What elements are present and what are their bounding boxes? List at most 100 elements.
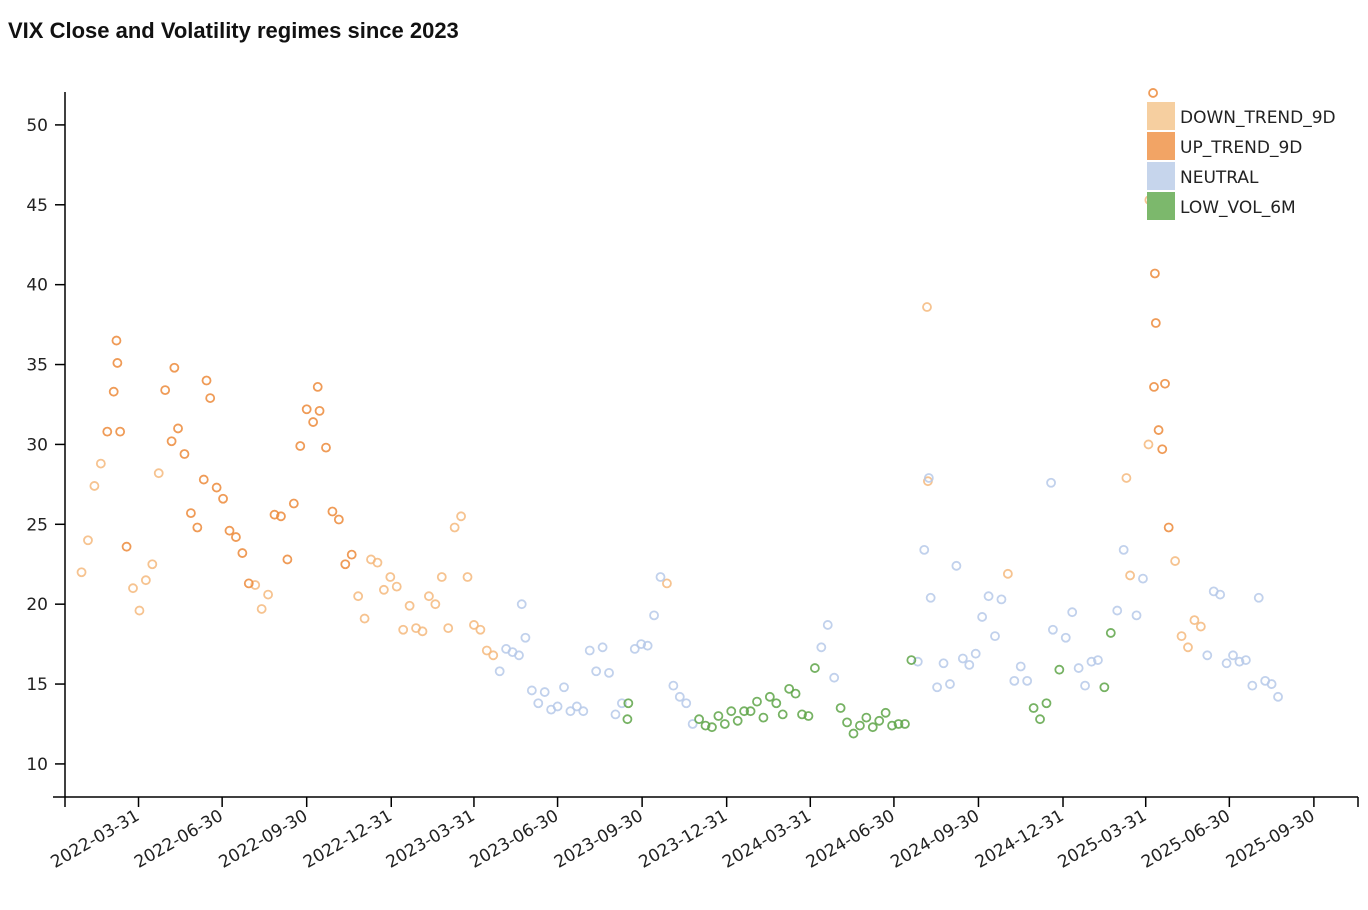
legend-label: LOW_VOL_6M [1180, 198, 1296, 218]
point-down-trend-9d [83, 535, 93, 546]
point-low-vol-6m [1105, 628, 1116, 638]
x-tick-label: 2023-09-30 [551, 806, 647, 873]
point-up-trend-9d [295, 441, 306, 451]
point-low-vol-6m [809, 663, 820, 673]
point-low-vol-6m [732, 715, 743, 726]
point-up-trend-9d [308, 417, 319, 427]
point-up-trend-9d [173, 423, 183, 434]
point-neutral [565, 706, 576, 717]
point-neutral [1009, 675, 1020, 686]
point-down-trend-9d [95, 458, 106, 469]
point-low-vol-6m [835, 703, 846, 713]
point-up-trend-9d [108, 386, 119, 397]
point-neutral [1273, 691, 1283, 702]
point-low-vol-6m [1028, 703, 1039, 713]
y-tick-label: 40 [26, 276, 48, 296]
point-neutral [1060, 632, 1071, 643]
point-up-trend-9d [1148, 88, 1158, 98]
point-down-trend-9d [353, 591, 364, 602]
point-down-trend-9d [89, 481, 100, 491]
point-down-trend-9d [443, 623, 454, 634]
point-up-trend-9d [269, 509, 280, 520]
point-low-vol-6m [622, 714, 633, 725]
point-low-vol-6m [784, 683, 795, 694]
point-neutral [1215, 589, 1226, 600]
point-down-trend-9d [462, 572, 473, 582]
point-down-trend-9d [76, 567, 87, 578]
point-down-trend-9d [385, 572, 396, 582]
point-neutral [516, 599, 527, 610]
point-neutral [964, 659, 975, 670]
point-neutral [1138, 573, 1148, 584]
legend-label: UP_TREND_9D [1180, 138, 1302, 158]
point-up-trend-9d [333, 514, 344, 525]
point-neutral [681, 698, 692, 709]
y-tick-label: 50 [26, 116, 48, 136]
point-neutral [1266, 679, 1277, 689]
point-up-trend-9d [276, 511, 286, 522]
point-down-trend-9d [1170, 556, 1181, 566]
point-neutral [1067, 607, 1078, 618]
point-low-vol-6m [867, 722, 878, 733]
point-down-trend-9d [436, 572, 447, 582]
point-neutral [591, 666, 602, 677]
point-down-trend-9d [456, 511, 466, 522]
point-neutral [932, 682, 943, 693]
legend-swatch-up-trend-9d [1147, 132, 1175, 160]
point-low-vol-6m [842, 717, 852, 728]
point-neutral [539, 687, 550, 697]
point-down-trend-9d [1143, 439, 1154, 450]
y-tick-label: 20 [26, 595, 48, 615]
point-neutral [951, 560, 962, 571]
point-neutral [1015, 661, 1026, 672]
legend-swatch-low-vol-6m [1147, 192, 1175, 220]
x-tick-label: 2022-06-30 [131, 806, 227, 873]
point-neutral [977, 612, 988, 622]
legend-label: DOWN_TREND_9D [1180, 108, 1336, 128]
point-neutral [1240, 655, 1251, 665]
point-up-trend-9d [312, 382, 323, 392]
y-tick-label: 10 [26, 755, 48, 775]
point-neutral [520, 632, 531, 643]
point-neutral [629, 644, 640, 654]
point-low-vol-6m [745, 706, 756, 717]
point-up-trend-9d [218, 493, 228, 504]
point-down-trend-9d [1125, 570, 1135, 581]
point-neutral [494, 666, 505, 677]
point-down-trend-9d [1189, 615, 1200, 626]
y-tick-label: 15 [26, 675, 48, 695]
point-up-trend-9d [327, 506, 338, 517]
point-up-trend-9d [224, 525, 235, 536]
point-low-vol-6m [855, 720, 865, 731]
point-low-vol-6m [758, 712, 769, 723]
point-neutral [1086, 656, 1097, 667]
point-neutral [829, 672, 840, 683]
point-low-vol-6m [861, 712, 872, 723]
point-down-trend-9d [153, 468, 164, 479]
point-low-vol-6m [764, 691, 775, 702]
y-tick-label: 35 [26, 356, 48, 376]
x-tick-label: 2024-12-31 [972, 806, 1068, 873]
point-neutral [571, 701, 582, 712]
point-up-trend-9d [112, 358, 123, 368]
point-up-trend-9d [1163, 522, 1174, 533]
point-neutral [1221, 658, 1232, 669]
x-tick-label: 2022-09-30 [216, 806, 312, 873]
x-tick-label: 2024-03-31 [719, 806, 815, 873]
point-up-trend-9d [205, 393, 216, 403]
point-up-trend-9d [198, 474, 209, 485]
point-neutral [912, 656, 923, 667]
point-up-trend-9d [1149, 382, 1159, 392]
point-up-trend-9d [288, 498, 299, 509]
point-up-trend-9d [179, 449, 190, 459]
point-neutral [1073, 663, 1084, 673]
point-down-trend-9d [256, 604, 267, 614]
x-tick-label: 2022-12-31 [300, 806, 396, 873]
point-low-vol-6m [803, 711, 814, 721]
point-down-trend-9d [922, 302, 932, 312]
point-down-trend-9d [147, 559, 158, 570]
point-low-vol-6m [893, 719, 904, 729]
point-neutral [983, 591, 994, 602]
point-low-vol-6m [900, 719, 910, 729]
point-up-trend-9d [321, 442, 331, 453]
